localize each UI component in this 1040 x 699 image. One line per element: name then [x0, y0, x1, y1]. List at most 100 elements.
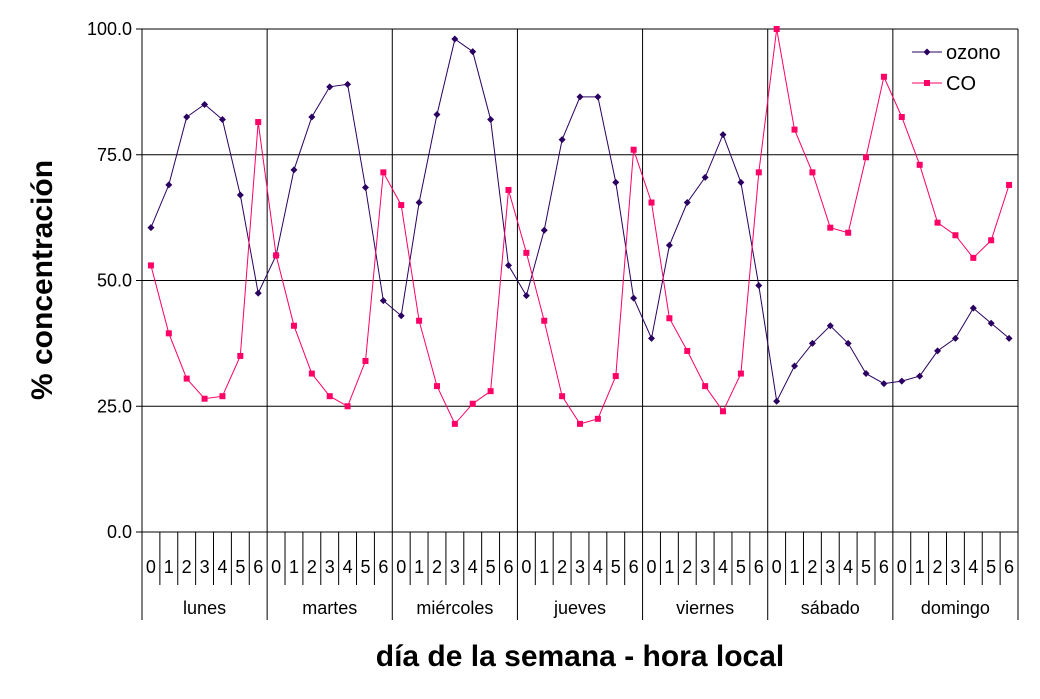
hour-label-domingo-1: 1 — [915, 557, 925, 577]
marker-CO-jueves-1 — [541, 317, 548, 324]
marker-ozono-jueves-0 — [522, 292, 530, 300]
hour-label-martes-2: 2 — [307, 557, 317, 577]
marker-ozono-lunes-6 — [254, 289, 262, 297]
marker-ozono-jueves-3 — [576, 93, 584, 101]
marker-ozono-martes-6 — [379, 297, 387, 305]
marker-ozono-martes-2 — [308, 113, 316, 121]
marker-ozono-martes-3 — [326, 83, 334, 91]
marker-CO-viernes-0 — [648, 199, 655, 206]
marker-ozono-jueves-6 — [630, 294, 638, 302]
marker-CO-sábado-2 — [809, 169, 816, 176]
marker-CO-miércoles-5 — [487, 388, 494, 395]
marker-ozono-viernes-1 — [665, 241, 673, 249]
hour-label-viernes-5: 5 — [736, 557, 746, 577]
y-tick-label-3: 75.0 — [97, 145, 132, 165]
marker-ozono-lunes-0 — [147, 224, 155, 232]
series-line-CO — [150, 28, 1010, 425]
marker-CO-sábado-6 — [880, 73, 887, 80]
marker-ozono-viernes-2 — [683, 199, 691, 207]
series-lines — [150, 28, 1010, 425]
marker-CO-martes-4 — [344, 403, 351, 410]
legend-co-label: CO — [946, 73, 976, 95]
marker-CO-domingo-2 — [934, 219, 941, 226]
marker-ozono-sábado-6 — [880, 380, 888, 388]
marker-ozono-domingo-1 — [916, 372, 924, 380]
marker-CO-lunes-3 — [201, 395, 208, 402]
hour-label-miércoles-4: 4 — [468, 557, 478, 577]
marker-CO-viernes-6 — [755, 169, 762, 176]
y-axis-ticks: 0.0 25.0 50.0 75.0 100.0 — [87, 19, 132, 542]
hour-label-domingo-5: 5 — [986, 557, 996, 577]
legend-ozono-label: ozono — [946, 42, 1001, 64]
hour-label-miércoles-2: 2 — [432, 557, 442, 577]
marker-CO-sábado-3 — [827, 224, 834, 231]
marker-ozono-viernes-0 — [648, 334, 656, 342]
hour-label-sábado-4: 4 — [843, 557, 853, 577]
marker-ozono-viernes-3 — [701, 173, 709, 181]
marker-CO-lunes-0 — [147, 262, 154, 269]
y-axis-label: % concentración — [26, 160, 59, 400]
hour-label-viernes-4: 4 — [718, 557, 728, 577]
marker-ozono-miércoles-5 — [487, 116, 495, 124]
hour-label-lunes-5: 5 — [235, 557, 245, 577]
marker-CO-martes-1 — [290, 322, 297, 329]
hour-label-sábado-6: 6 — [879, 557, 889, 577]
marker-ozono-lunes-5 — [236, 191, 244, 199]
marker-CO-domingo-1 — [916, 161, 923, 168]
hour-label-jueves-2: 2 — [557, 557, 567, 577]
marker-CO-martes-5 — [362, 357, 369, 364]
marker-ozono-sábado-4 — [844, 339, 852, 347]
marker-CO-miércoles-2 — [433, 383, 440, 390]
marker-ozono-viernes-4 — [719, 131, 727, 139]
hour-label-martes-1: 1 — [289, 557, 299, 577]
hour-label-domingo-3: 3 — [950, 557, 960, 577]
marker-ozono-miércoles-4 — [469, 48, 477, 56]
marker-CO-sábado-4 — [845, 229, 852, 236]
marker-CO-viernes-1 — [666, 315, 673, 322]
marker-ozono-domingo-0 — [898, 377, 906, 385]
marker-ozono-miércoles-0 — [397, 312, 405, 320]
hour-label-jueves-6: 6 — [629, 557, 639, 577]
hour-label-martes-3: 3 — [325, 557, 335, 577]
legend: ozono CO — [912, 42, 1001, 95]
marker-CO-miércoles-3 — [451, 420, 458, 427]
marker-CO-domingo-3 — [952, 232, 959, 239]
hour-label-lunes-1: 1 — [164, 557, 174, 577]
hour-label-lunes-0: 0 — [146, 557, 156, 577]
hour-label-miércoles-0: 0 — [396, 557, 406, 577]
marker-ozono-domingo-5 — [987, 319, 995, 327]
legend-ozono-marker — [923, 48, 931, 56]
hour-label-viernes-3: 3 — [700, 557, 710, 577]
hour-label-jueves-3: 3 — [575, 557, 585, 577]
marker-ozono-sábado-0 — [773, 397, 781, 405]
hour-label-viernes-0: 0 — [647, 557, 657, 577]
marker-ozono-domingo-6 — [1005, 334, 1013, 342]
marker-CO-lunes-4 — [219, 393, 226, 400]
hour-label-domingo-2: 2 — [933, 557, 943, 577]
marker-CO-viernes-4 — [720, 408, 727, 415]
marker-ozono-jueves-4 — [594, 93, 602, 101]
marker-ozono-sábado-5 — [862, 370, 870, 378]
marker-CO-jueves-0 — [523, 249, 530, 256]
marker-ozono-lunes-2 — [183, 113, 191, 121]
hour-label-sábado-5: 5 — [861, 557, 871, 577]
legend-co-marker — [924, 80, 930, 86]
marker-ozono-jueves-5 — [612, 178, 620, 186]
marker-CO-lunes-2 — [183, 375, 190, 382]
marker-CO-martes-0 — [273, 252, 280, 259]
marker-CO-jueves-4 — [594, 415, 601, 422]
marker-CO-viernes-2 — [684, 347, 691, 354]
marker-CO-lunes-6 — [255, 119, 262, 126]
hour-label-martes-6: 6 — [378, 557, 388, 577]
marker-CO-domingo-0 — [898, 114, 905, 121]
marker-ozono-miércoles-6 — [504, 261, 512, 269]
day-label-5: sábado — [801, 598, 860, 618]
marker-CO-domingo-6 — [1006, 181, 1013, 188]
gridlines — [142, 28, 1018, 407]
marker-ozono-lunes-3 — [201, 100, 209, 108]
hour-label-viernes-6: 6 — [754, 557, 764, 577]
x-axis-label: día de la semana - hora local — [376, 640, 785, 673]
hour-label-viernes-2: 2 — [682, 557, 692, 577]
